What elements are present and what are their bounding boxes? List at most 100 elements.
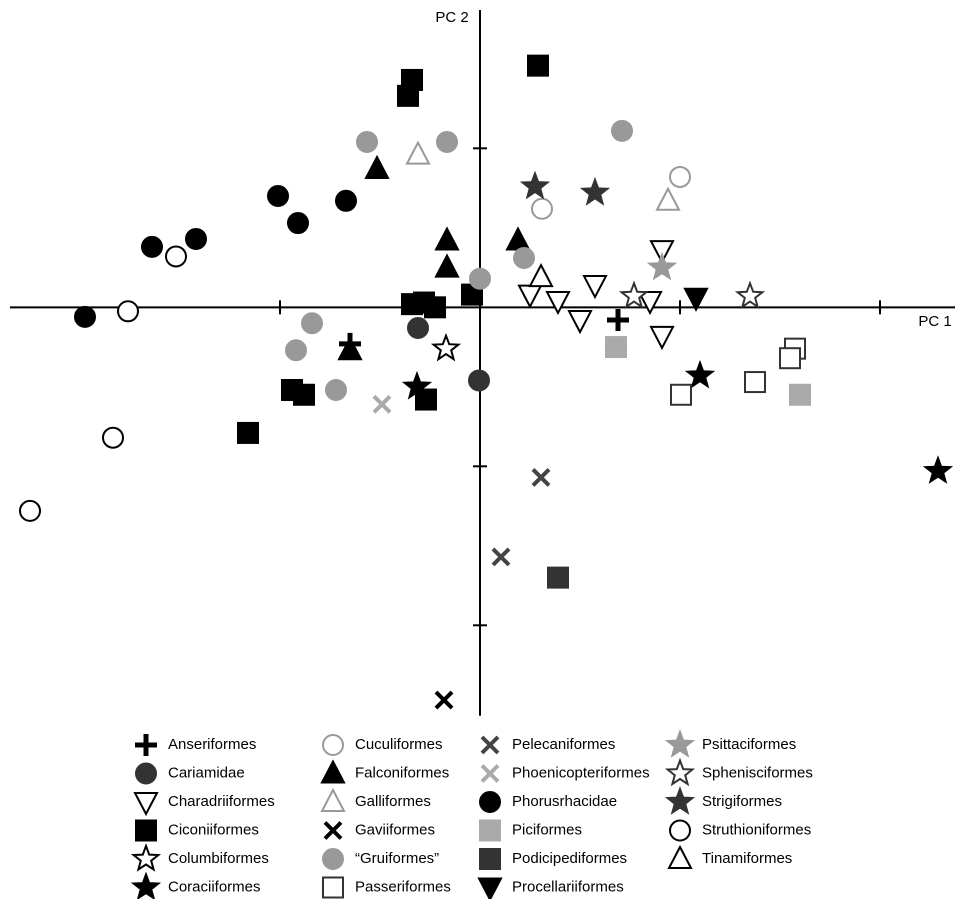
point [237, 421, 259, 444]
legend-marker [480, 735, 500, 755]
legend-label: Phoenicopteriformes [512, 764, 650, 781]
point [405, 140, 431, 165]
point [434, 253, 460, 278]
point [670, 383, 692, 406]
point [491, 547, 511, 567]
point [424, 296, 446, 319]
legend-label: Sphenisciformes [702, 764, 813, 781]
point [267, 185, 289, 208]
point [434, 226, 460, 251]
point [505, 226, 531, 251]
point [922, 455, 954, 484]
legend-label: Tinamiformes [702, 850, 792, 867]
legend-label: Columbiformes [168, 850, 269, 867]
legend-marker [664, 786, 696, 815]
point [430, 332, 462, 362]
legend-marker [320, 787, 346, 812]
point [527, 54, 549, 77]
point [779, 347, 801, 370]
x-axis-label: PC 1 [918, 313, 951, 330]
point [649, 325, 675, 351]
point [117, 300, 139, 323]
legend-marker [664, 757, 696, 787]
legend-label: Strigiformes [702, 793, 782, 810]
legend-label: Falconiformes [355, 764, 449, 781]
point [649, 240, 675, 265]
legend-marker [480, 764, 500, 783]
point [102, 426, 124, 449]
point [19, 499, 41, 522]
point [74, 305, 96, 328]
legend-marker [133, 792, 159, 817]
legend-marker [479, 819, 501, 842]
point [468, 369, 490, 392]
point [683, 287, 709, 312]
point [684, 359, 716, 389]
point [531, 197, 553, 220]
point [545, 290, 571, 316]
legend-marker [135, 734, 157, 756]
point [611, 119, 633, 142]
point [655, 186, 681, 211]
point [646, 251, 678, 281]
point [287, 212, 309, 235]
point [401, 370, 433, 400]
legend-label: Piciformes [512, 821, 582, 838]
point [436, 130, 458, 153]
legend-label: Ciconiiformes [168, 821, 259, 838]
point [469, 267, 491, 290]
point [141, 235, 163, 258]
point [618, 280, 650, 310]
point [301, 312, 323, 335]
point [325, 378, 347, 401]
legend-label: Gaviiformes [355, 821, 435, 838]
point [547, 566, 569, 589]
point [582, 275, 608, 300]
y-axis-label: PC 2 [435, 9, 468, 26]
legend-label: Galliformes [355, 793, 431, 810]
legend-marker [323, 821, 343, 840]
point [372, 394, 392, 414]
point [528, 262, 554, 288]
point [579, 176, 611, 206]
point [605, 336, 627, 359]
point [356, 130, 378, 153]
point [185, 227, 207, 250]
point [517, 284, 543, 309]
legend-marker [477, 877, 503, 899]
point [337, 336, 363, 361]
legend-marker [667, 844, 693, 869]
point [734, 280, 766, 310]
legend-label: Struthioniformes [702, 821, 811, 838]
legend-label: Phorusrhacidae [512, 793, 617, 810]
legend-marker [479, 848, 501, 870]
legend-marker [130, 871, 162, 899]
legend-marker [320, 759, 346, 784]
point [513, 247, 535, 270]
legend-marker [135, 819, 157, 842]
point [397, 84, 419, 107]
legend-marker [322, 876, 344, 899]
legend-marker [130, 843, 162, 872]
legend-label: Coraciiformes [168, 878, 261, 895]
legend-label: “Gruiformes” [355, 850, 439, 867]
point [567, 310, 593, 335]
legend-label: Pelecaniformes [512, 736, 615, 753]
point [744, 371, 766, 394]
point [293, 383, 315, 406]
point [407, 316, 429, 339]
legend-marker [322, 848, 344, 870]
point [531, 468, 551, 487]
legend-label: Passeriformes [355, 878, 451, 895]
legend-marker [322, 734, 344, 756]
point [434, 690, 454, 710]
point [519, 170, 551, 200]
legend-marker [669, 819, 691, 842]
point [335, 189, 357, 212]
point [607, 309, 629, 332]
point [285, 339, 307, 362]
legend-label: Psittaciformes [702, 736, 796, 753]
legend-marker [135, 762, 157, 785]
point [637, 290, 663, 316]
legend-label: Cariamidae [168, 764, 245, 781]
